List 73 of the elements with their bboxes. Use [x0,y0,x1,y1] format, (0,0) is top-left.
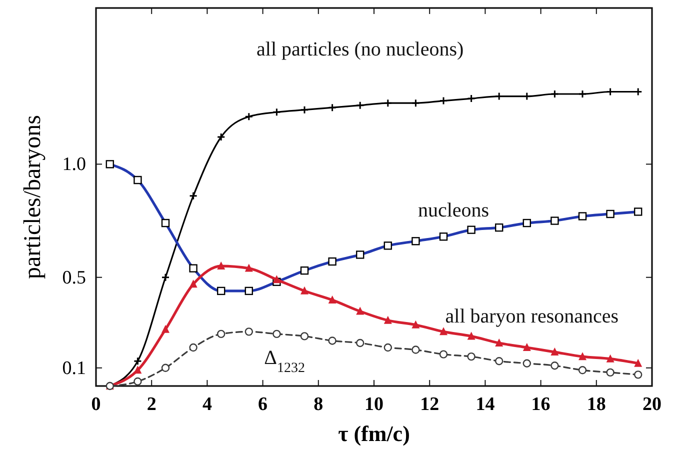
point [328,103,337,112]
point [384,98,392,108]
point [300,332,309,340]
point [189,192,198,200]
point [412,320,420,328]
point [439,350,448,358]
point [550,90,559,98]
point [356,306,364,315]
point [217,262,226,270]
series-label: Δ$_{1232}$ [264,347,305,376]
point [189,343,198,352]
point [384,316,392,324]
point [328,295,336,304]
point [578,366,587,374]
series-label: nucleons [418,200,490,222]
x-tick-label: 8 [314,394,324,415]
series-label: all particles (no nucleons) [256,38,464,60]
point [495,338,504,346]
point [439,96,448,106]
point [217,330,226,338]
x-tick-label: 18 [586,394,606,415]
point [300,286,308,294]
point [161,364,170,372]
point [411,98,420,108]
x-tick-label: 6 [258,394,268,415]
point [244,112,254,121]
y-tick-label: 1.0 [62,154,86,176]
point [578,90,587,98]
x-tick-label: 10 [364,394,384,415]
point [578,352,586,360]
point [133,356,142,366]
y-tick-label: 0.5 [62,267,86,288]
point [522,343,531,352]
point [189,280,198,288]
point [244,264,253,272]
point [272,330,281,338]
point [384,343,392,352]
point [356,101,364,110]
point [495,357,504,366]
point [162,324,170,333]
point [522,359,531,368]
x-tick-label: 14 [476,394,496,415]
point [467,352,476,361]
y-tick-label: 0.1 [62,358,86,379]
x-tick-label: 0 [91,394,101,415]
x-axis-title: τ (fm/c) [338,421,410,446]
point [356,338,364,348]
point [161,273,170,282]
point [467,94,476,103]
point [300,106,309,114]
series-label: all baryon resonances [445,306,619,328]
point [134,366,142,374]
x-tick-label: 12 [420,394,440,415]
x-tick-label: 2 [146,394,156,415]
point [634,358,642,367]
point [244,328,253,336]
point [216,132,226,142]
point [134,377,142,386]
y-axis-title: particles/baryons [20,115,46,279]
point [272,108,281,116]
point [634,370,642,379]
point [606,368,614,377]
point [440,327,448,336]
point [550,362,559,370]
point [328,336,336,345]
x-tick-label: 4 [202,394,212,415]
x-tick-label: 16 [531,394,550,415]
point [467,332,476,340]
point [606,354,614,362]
point [272,275,281,284]
point [550,348,559,356]
x-tick-label: 20 [642,394,662,415]
point [412,346,420,354]
